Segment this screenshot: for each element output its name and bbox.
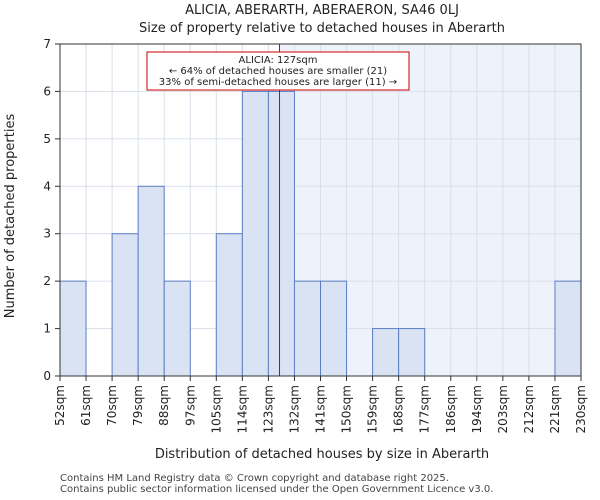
bar-70sqm <box>111 233 139 377</box>
x-tick-label: 230sqm <box>574 385 588 433</box>
y-tick-label: 1 <box>43 322 51 336</box>
bar-141sqm <box>320 280 348 377</box>
footer-line-1: Contains HM Land Registry data © Crown c… <box>60 473 449 484</box>
y-tick-label: 7 <box>43 37 51 51</box>
y-tick-label: 3 <box>43 227 51 241</box>
x-tick-label: 105sqm <box>209 385 223 433</box>
x-tick-label: 88sqm <box>157 385 171 426</box>
bar-168sqm <box>398 328 426 377</box>
annotation-line-2: ← 64% of detached houses are smaller (21… <box>169 66 387 77</box>
x-tick-label: 203sqm <box>496 385 510 433</box>
bar-105sqm <box>215 233 243 377</box>
x-tick-label: 132sqm <box>287 385 301 433</box>
x-tick-label: 186sqm <box>444 385 458 433</box>
bar-88sqm <box>163 280 191 377</box>
annotation-line-3: 33% of semi-detached houses are larger (… <box>159 77 397 88</box>
bar-221sqm <box>554 280 582 377</box>
x-tick-label: 159sqm <box>366 385 380 433</box>
x-tick-label: 177sqm <box>418 385 432 433</box>
y-tick-label: 2 <box>43 274 51 288</box>
x-tick-label: 97sqm <box>183 385 197 426</box>
footer-line-2: Contains public sector information licen… <box>60 484 494 495</box>
footer: Contains HM Land Registry data © Crown c… <box>60 473 493 495</box>
x-tick-label: 150sqm <box>340 385 354 433</box>
x-tick-label: 221sqm <box>548 385 562 433</box>
y-tick-label: 0 <box>43 369 51 383</box>
x-tick-label: 79sqm <box>131 385 145 426</box>
chart-subtitle: Size of property relative to detached ho… <box>139 21 505 36</box>
y-tick-label: 4 <box>43 179 51 193</box>
x-tick-label: 61sqm <box>79 385 93 426</box>
bar-114sqm <box>241 90 269 377</box>
bar-52sqm <box>59 280 87 377</box>
y-axis-label: Number of detached properties <box>3 114 18 319</box>
x-axis-label: Distribution of detached houses by size … <box>155 447 489 462</box>
y-tick-label: 6 <box>43 84 51 98</box>
annotation-line-1: ALICIA: 127sqm <box>239 55 318 66</box>
x-tick-label: 52sqm <box>53 385 67 426</box>
x-tick-label: 212sqm <box>522 385 536 433</box>
x-tick-label: 141sqm <box>314 385 328 433</box>
x-tick-label: 70sqm <box>105 385 119 426</box>
bar-123sqm <box>267 90 295 377</box>
x-tick-label: 168sqm <box>392 385 406 433</box>
bar-79sqm <box>137 185 165 377</box>
annotation-box: ALICIA: 127sqm ← 64% of detached houses … <box>146 51 410 91</box>
y-tick-label: 5 <box>43 132 51 146</box>
bar-132sqm <box>293 280 322 377</box>
x-tick-label: 123sqm <box>261 385 275 433</box>
x-tick-label: 194sqm <box>470 385 484 433</box>
x-tick-label: 114sqm <box>235 385 249 433</box>
bar-159sqm <box>372 328 400 377</box>
chart-title: ALICIA, ABERARTH, ABERAERON, SA46 0LJ <box>185 3 459 18</box>
